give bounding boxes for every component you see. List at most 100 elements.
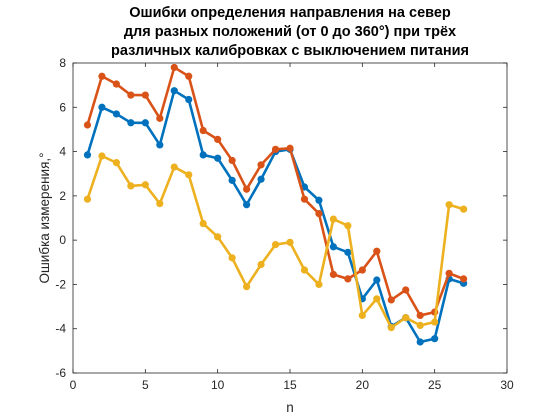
- data-point: [257, 260, 265, 269]
- data-point: [257, 161, 265, 169]
- chart-title: Ошибки определения направления на север …: [111, 5, 469, 59]
- data-point: [373, 295, 381, 303]
- data-point: [460, 275, 468, 283]
- data-point: [83, 121, 92, 129]
- data-point: [170, 63, 178, 72]
- y-tick-label: 4: [59, 145, 66, 159]
- data-point: [214, 154, 222, 162]
- data-point: [127, 91, 135, 99]
- data-point: [373, 247, 381, 255]
- data-point: [199, 219, 207, 228]
- plot-frame: [72, 62, 508, 374]
- data-point: [228, 156, 236, 165]
- data-point: [185, 95, 193, 104]
- data-point: [344, 275, 352, 283]
- data-point: [402, 314, 410, 322]
- data-point: [373, 276, 381, 284]
- data-point: [98, 152, 106, 160]
- data-point: [127, 119, 135, 127]
- data-point: [156, 141, 164, 149]
- data-point: [358, 266, 366, 274]
- data-point: [170, 163, 178, 171]
- data-point: [329, 215, 337, 223]
- data-point: [228, 254, 236, 262]
- data-point: [271, 145, 280, 153]
- data-point: [416, 311, 424, 320]
- data-point: [228, 176, 236, 184]
- data-point: [112, 159, 120, 167]
- data-point: [257, 175, 265, 183]
- y-tick-label: 6: [59, 100, 66, 114]
- data-point: [214, 233, 222, 241]
- x-tick-label: 5: [142, 378, 149, 392]
- data-point: [358, 311, 366, 320]
- data-point: [344, 248, 352, 256]
- data-point: [431, 335, 439, 343]
- x-tick-label: 30: [500, 378, 514, 392]
- data-point: [98, 103, 106, 111]
- data-point: [243, 283, 251, 291]
- data-point: [402, 286, 410, 294]
- data-point: [286, 144, 294, 152]
- y-tick-label: -4: [55, 322, 66, 336]
- data-point: [156, 200, 164, 208]
- data-point: [112, 110, 120, 118]
- data-point: [141, 119, 149, 127]
- data-point: [141, 181, 149, 189]
- data-point: [185, 72, 193, 80]
- data-point: [83, 151, 92, 159]
- series-group: [83, 63, 468, 346]
- data-point: [127, 182, 135, 190]
- data-point: [315, 209, 323, 218]
- data-point: [416, 338, 424, 346]
- data-point: [416, 321, 424, 329]
- x-axis: 0 5 10 15 20 25 30: [70, 63, 514, 392]
- x-tick-label: 15: [283, 378, 297, 392]
- x-tick-label: 0: [70, 378, 77, 392]
- y-tick-label: -2: [55, 277, 66, 291]
- data-point: [300, 266, 309, 274]
- chart-title-line-2: для разных положений (от 0 до 360°) при …: [124, 24, 456, 40]
- data-point: [344, 222, 352, 230]
- x-axis-label: n: [286, 400, 294, 415]
- data-point: [300, 195, 309, 203]
- data-point: [431, 318, 439, 326]
- data-point: [286, 238, 294, 246]
- x-tick-label: 20: [356, 378, 370, 392]
- data-point: [460, 205, 468, 213]
- data-point: [112, 80, 120, 88]
- chart-title-line-1: Ошибки определения направления на север: [129, 5, 451, 21]
- data-point: [329, 270, 337, 279]
- data-point: [170, 87, 178, 95]
- data-point: [243, 185, 251, 193]
- data-point: [98, 72, 106, 80]
- y-tick-label: 0: [59, 233, 66, 247]
- y-tick-label: 8: [59, 56, 66, 70]
- data-point: [445, 201, 453, 209]
- data-point: [199, 151, 207, 159]
- series-3: [83, 152, 468, 332]
- data-point: [156, 114, 164, 122]
- x-tick-label: 25: [428, 378, 442, 392]
- x-tick-label: 10: [211, 378, 225, 392]
- y-axis: -6 -4 -2 0 2 4 6 8: [55, 56, 507, 380]
- data-point: [329, 243, 337, 251]
- data-point: [387, 324, 395, 332]
- data-point: [445, 269, 453, 277]
- data-point: [315, 196, 323, 204]
- data-point: [214, 135, 222, 143]
- data-point: [387, 296, 395, 304]
- data-point: [141, 91, 149, 99]
- data-point: [185, 171, 193, 179]
- data-point: [271, 240, 280, 249]
- plot-area: [72, 62, 508, 374]
- y-tick-label: -6: [55, 366, 66, 380]
- chart-title-line-3: различных калибровках с выключением пита…: [111, 43, 469, 59]
- data-point: [199, 126, 207, 135]
- data-point: [315, 280, 323, 289]
- data-point: [83, 195, 92, 203]
- data-point: [243, 201, 251, 209]
- y-axis-label: Ошибка измерения,°: [37, 152, 52, 283]
